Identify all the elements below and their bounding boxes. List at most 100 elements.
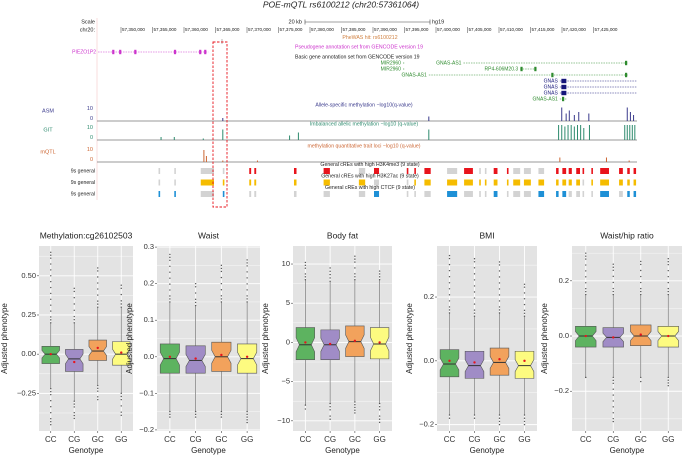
- outlier-point: [473, 315, 476, 317]
- outlier-point: [523, 414, 526, 416]
- outlier-point: [50, 304, 52, 306]
- cre-element: [493, 179, 498, 186]
- cre-element: [200, 179, 214, 186]
- outlier-point: [667, 269, 669, 272]
- cre-element: [523, 191, 531, 197]
- box-cg: [185, 282, 206, 418]
- outlier-point: [120, 300, 122, 302]
- y-tick-label: 0: [286, 337, 290, 346]
- gene-exon: [561, 84, 567, 90]
- mean-point: [584, 334, 587, 338]
- outlier-point: [50, 393, 52, 396]
- outlier-point: [585, 255, 587, 257]
- mean-point: [378, 341, 381, 344]
- outlier-point: [50, 263, 52, 265]
- cre-element: [582, 191, 585, 197]
- outlier-point: [523, 283, 526, 285]
- cre-element: [591, 179, 593, 186]
- cre-element: [538, 168, 545, 174]
- track-title: General cREs with high H3K27ac (9 state): [321, 173, 419, 179]
- x-axis-title: Genotype: [610, 446, 645, 455]
- cre-element: [249, 179, 252, 186]
- outlier-point: [97, 390, 99, 392]
- y-tick-label: 0.1: [144, 315, 154, 324]
- ruler-tick-label: 57,415,000: [532, 27, 555, 32]
- gene-exon: [625, 72, 628, 78]
- signal-peak: [629, 125, 631, 140]
- outlier-point: [97, 396, 99, 398]
- outlier-point: [329, 409, 331, 411]
- mean-point: [49, 352, 52, 356]
- y-tick-label: 10: [282, 259, 290, 268]
- signal-peak: [626, 107, 628, 121]
- mean-point: [168, 355, 172, 358]
- outlier-point: [169, 256, 171, 259]
- outlier-point: [378, 276, 381, 278]
- cre-element: [576, 179, 581, 186]
- outlier-point: [97, 288, 99, 290]
- gene-exon: [520, 66, 523, 72]
- outlier-point: [329, 277, 331, 279]
- outlier-point: [220, 410, 223, 413]
- outlier-point: [612, 263, 614, 265]
- x-axis-title: Genotype: [191, 446, 226, 455]
- mean-point: [96, 346, 99, 350]
- outlier-point: [50, 257, 52, 259]
- y-tick-label: 0.50: [21, 271, 36, 280]
- mean-point: [667, 334, 670, 338]
- outlier-point: [220, 276, 223, 279]
- ruler-tick-label: 57,420,000: [563, 27, 586, 32]
- outlier-point: [194, 292, 197, 294]
- outlier-point: [97, 387, 99, 390]
- cre-element: [222, 168, 225, 174]
- outlier-point: [667, 263, 669, 266]
- outlier-point: [120, 287, 122, 290]
- outlier-point: [354, 258, 356, 260]
- outlier-point: [50, 316, 52, 318]
- gene-gnas-as1: GNAS-AS1: [402, 72, 628, 78]
- y-tick-label: 0.3: [144, 242, 154, 251]
- box-gg: [657, 258, 679, 387]
- outlier-point: [220, 264, 223, 267]
- outlier-point: [50, 275, 52, 277]
- cre-element: [358, 191, 366, 197]
- cre-track-3: 9s general General cREs with high CTCF (9…: [71, 185, 637, 197]
- outlier-point: [667, 382, 669, 384]
- box-cc: [159, 253, 180, 418]
- signal-peak: [558, 125, 560, 140]
- outlier-point: [523, 423, 526, 426]
- notched-box: [65, 349, 84, 372]
- cre-element: [627, 168, 630, 174]
- ruler-tick-label: 57,410,000: [500, 27, 523, 32]
- y-axis-title: Adjusted phenotype: [125, 303, 134, 374]
- outlier-point: [73, 287, 75, 290]
- cre-element: [484, 191, 487, 197]
- x-tick-label: CC: [300, 435, 312, 444]
- boxplot-panel-2: −0.2 −0.1 0.0 0.1 0.2 0.3 CC CG GC GG Waist Genotyp…: [125, 230, 260, 455]
- signal-peak: [628, 160, 630, 162]
- x-tick-label: GC: [215, 435, 227, 444]
- outlier-point: [329, 270, 331, 272]
- mean-point: [473, 361, 476, 364]
- outlier-point: [378, 415, 381, 417]
- cre-element: [464, 179, 473, 186]
- track-label: 9s general: [71, 168, 95, 174]
- outlier-point: [73, 309, 75, 311]
- x-tick-label: GG: [373, 435, 385, 444]
- outlier-point: [304, 408, 307, 410]
- outlier-point: [612, 293, 614, 296]
- boxplot-panel-1: −0.25 0.00 0.25 0.50 CC CG GC GG Methylation:cg2…: [0, 230, 133, 455]
- y-tick-label: 0.00: [21, 349, 36, 358]
- outlier-point: [73, 400, 75, 402]
- outlier-point: [73, 322, 75, 324]
- box-cg: [602, 263, 624, 423]
- outlier-point: [448, 257, 451, 260]
- outlier-point: [169, 253, 171, 256]
- outlier-point: [473, 285, 476, 287]
- cre-element: [406, 179, 409, 186]
- cre-element: [523, 179, 531, 186]
- outlier-point: [473, 297, 476, 299]
- box-gg: [237, 259, 258, 424]
- outlier-point: [220, 267, 223, 270]
- signal-peak: [173, 137, 175, 140]
